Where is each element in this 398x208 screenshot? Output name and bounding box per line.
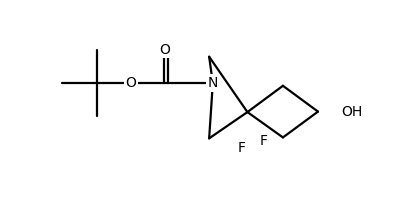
Text: F: F — [238, 141, 246, 155]
Text: O: O — [159, 43, 170, 57]
Text: OH: OH — [341, 105, 363, 119]
Text: N: N — [208, 76, 218, 90]
Text: O: O — [125, 76, 136, 90]
Text: F: F — [259, 134, 267, 148]
